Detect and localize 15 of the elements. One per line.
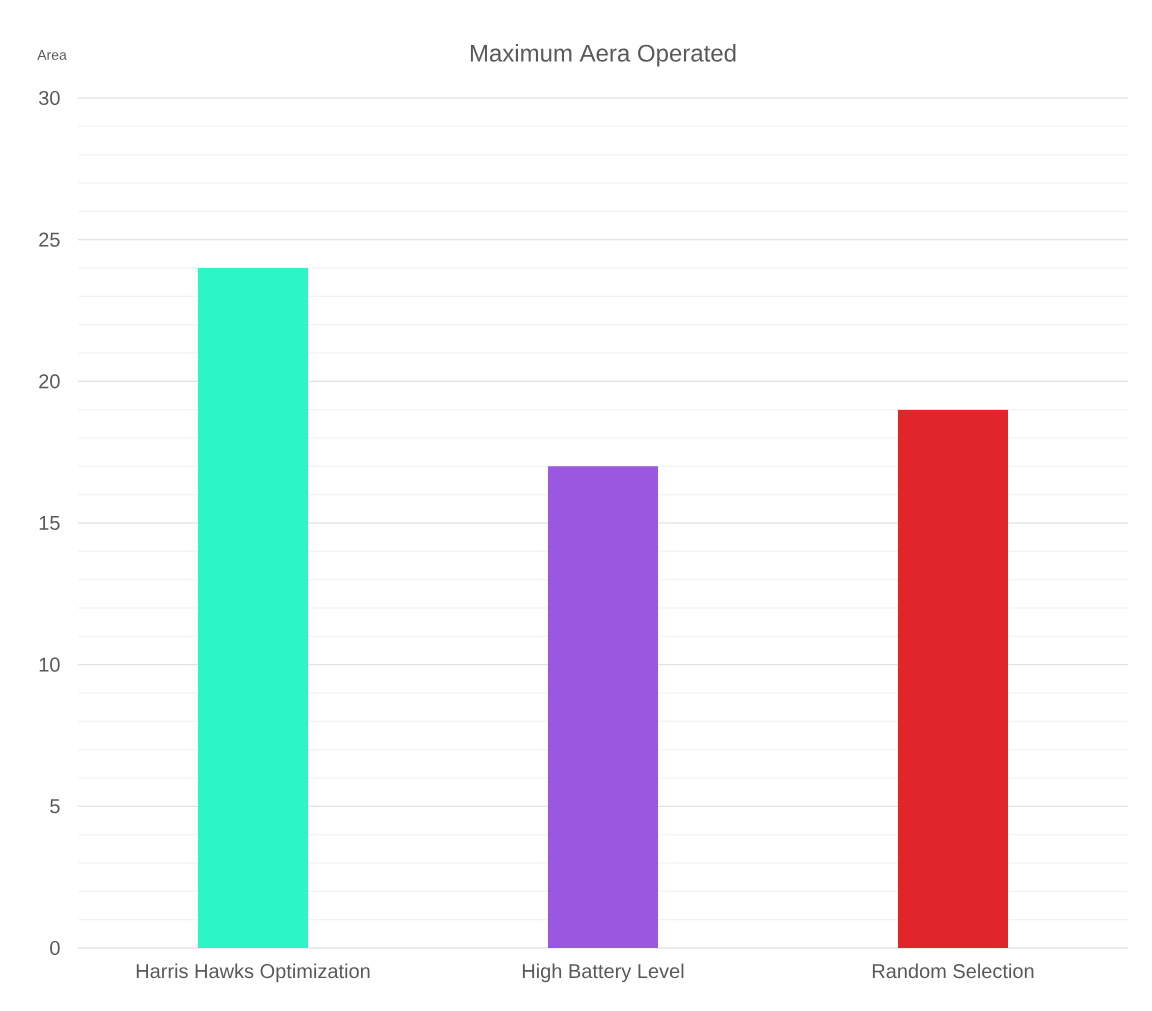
y-tick-label: 30 [38, 90, 60, 106]
y-tick-label: 0 [50, 940, 60, 956]
y-tick-label: 20 [39, 374, 60, 389]
x-tick-label: High Battery Level [522, 963, 684, 983]
bar [897, 409, 1008, 948]
bar [547, 466, 658, 948]
x-tick-label: Harris Hawks Optimization [136, 963, 370, 983]
y-axis-title: Area [37, 50, 67, 60]
y-tick-label: 10 [39, 657, 60, 672]
bar [198, 267, 308, 948]
x-tick-label: Random Selection [872, 963, 1034, 979]
y-tick-label: 25 [39, 232, 60, 247]
chart-title: Maximum Aera Operated [470, 44, 736, 67]
y-tick-label: 15 [39, 516, 60, 530]
y-tick-label: 5 [50, 799, 60, 814]
